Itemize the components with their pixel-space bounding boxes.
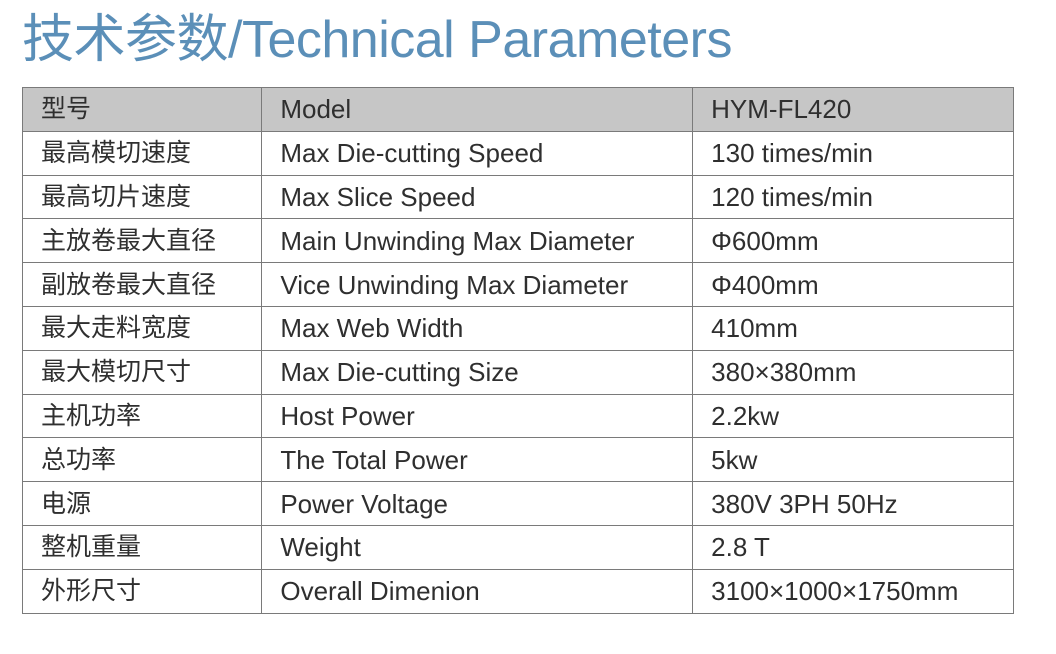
table-row: 整机重量 Weight 2.8 T xyxy=(21,524,1014,570)
row-cn-label: 主机功率 xyxy=(21,393,263,439)
row-cn-label: 外形尺寸 xyxy=(21,568,263,614)
row-en-label: Power Voltage xyxy=(261,481,694,526)
row-en-label: Max Die-cutting Speed xyxy=(261,130,694,176)
row-cn-label: 最大走料宽度 xyxy=(21,305,263,351)
table-row: 最高切片速度 Max Slice Speed 120 times/min xyxy=(21,174,1014,220)
row-en-label: Host Power xyxy=(261,393,694,439)
table-row: 电源 Power Voltage 380V 3PH 50Hz xyxy=(21,481,1014,526)
row-cn-label: 总功率 xyxy=(21,437,263,483)
row-cn-label: 副放卷最大直径 xyxy=(21,262,263,307)
table-header-row: 型号 Model HYM-FL420 xyxy=(21,87,1014,132)
row-cn-label: 整机重量 xyxy=(21,524,263,570)
row-en-label: Max Web Width xyxy=(261,305,694,351)
row-value: 130 times/min xyxy=(692,130,1014,176)
row-en-label: Max Die-cutting Size xyxy=(261,349,694,395)
technical-parameters-table: 型号 Model HYM-FL420 最高模切速度 Max Die-cuttin… xyxy=(21,87,1014,614)
row-en-label: Vice Unwinding Max Diameter xyxy=(261,262,694,307)
row-en-label: The Total Power xyxy=(261,437,694,483)
table-row: 主放卷最大直径 Main Unwinding Max Diameter Φ600… xyxy=(21,218,1014,264)
row-value: 5kw xyxy=(692,437,1014,483)
header-en-label: Model xyxy=(261,87,694,132)
header-model-value: HYM-FL420 xyxy=(692,87,1014,132)
row-value: Φ600mm xyxy=(692,218,1014,264)
row-value: 2.2kw xyxy=(692,393,1014,439)
row-en-label: Main Unwinding Max Diameter xyxy=(261,218,694,264)
row-value: Φ400mm xyxy=(692,262,1014,307)
table-row: 最大模切尺寸 Max Die-cutting Size 380×380mm xyxy=(21,349,1014,395)
row-value: 120 times/min xyxy=(692,174,1014,220)
row-cn-label: 电源 xyxy=(21,481,263,526)
row-value: 380V 3PH 50Hz xyxy=(692,481,1014,526)
row-cn-label: 最高切片速度 xyxy=(21,174,263,220)
table-row: 最大走料宽度 Max Web Width 410mm xyxy=(21,305,1014,351)
row-value: 380×380mm xyxy=(692,349,1014,395)
table-row: 最高模切速度 Max Die-cutting Speed 130 times/m… xyxy=(21,130,1014,176)
row-value: 410mm xyxy=(692,305,1014,351)
row-en-label: Overall Dimenion xyxy=(261,568,694,614)
row-cn-label: 最大模切尺寸 xyxy=(21,349,263,395)
table-row: 主机功率 Host Power 2.2kw xyxy=(21,393,1014,439)
row-cn-label: 主放卷最大直径 xyxy=(21,218,263,264)
row-en-label: Weight xyxy=(261,524,694,570)
table-row: 外形尺寸 Overall Dimenion 3100×1000×1750mm xyxy=(21,568,1014,614)
page-title: 技术参数/Technical Parameters xyxy=(22,11,732,69)
row-value: 3100×1000×1750mm xyxy=(692,568,1014,614)
table-row: 副放卷最大直径 Vice Unwinding Max Diameter Φ400… xyxy=(21,262,1014,307)
table-row: 总功率 The Total Power 5kw xyxy=(21,437,1014,483)
row-value: 2.8 T xyxy=(692,524,1014,570)
row-en-label: Max Slice Speed xyxy=(261,174,694,220)
row-cn-label: 最高模切速度 xyxy=(21,130,263,176)
header-cn-label: 型号 xyxy=(21,87,263,132)
